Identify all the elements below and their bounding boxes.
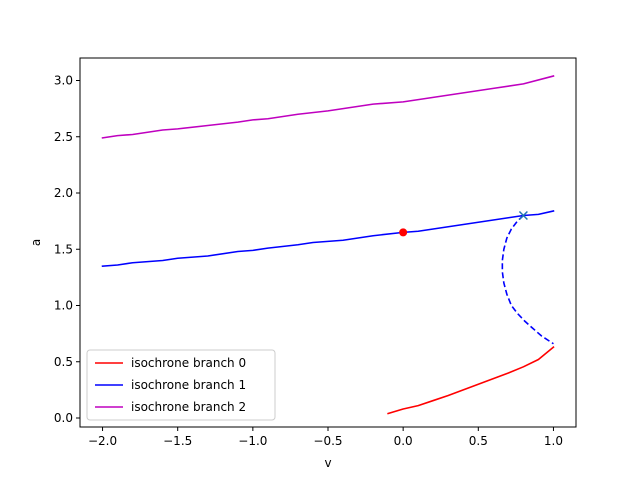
- x-tick-label: 1.0: [544, 434, 563, 448]
- dashed-curve: [501, 214, 554, 345]
- legend-label: isochrone branch 2: [131, 400, 246, 414]
- y-axis-label: a: [29, 239, 43, 246]
- y-tick-label: 3.0: [54, 74, 73, 88]
- x-tick-label: −0.5: [313, 434, 342, 448]
- y-tick-label: 0.5: [54, 355, 73, 369]
- y-tick-label: 1.0: [54, 299, 73, 313]
- legend-label: isochrone branch 1: [131, 378, 246, 392]
- y-tick-label: 2.0: [54, 186, 73, 200]
- series-line-branch-0: [387, 346, 555, 415]
- y-tick-label: 1.5: [54, 242, 73, 256]
- legend-label: isochrone branch 0: [131, 356, 246, 370]
- y-tick-label: 0.0: [54, 411, 73, 425]
- marker-x: [518, 210, 528, 221]
- y-tick-label: 2.5: [54, 130, 73, 144]
- x-tick-label: −2.0: [88, 434, 117, 448]
- marker-filled-circle: [399, 228, 408, 237]
- series-line-branch-1: [101, 210, 555, 267]
- legend: isochrone branch 0 isochrone branch 1 isoc…: [86, 349, 276, 421]
- legend-box: [86, 349, 276, 421]
- x-axis-label: v: [324, 456, 331, 470]
- x-tick-label: −1.0: [238, 434, 267, 448]
- x-tick-label: 0.5: [469, 434, 488, 448]
- series-line-branch-2: [101, 75, 555, 139]
- x-tick-label: 0.0: [394, 434, 413, 448]
- x-tick-label: −1.5: [163, 434, 192, 448]
